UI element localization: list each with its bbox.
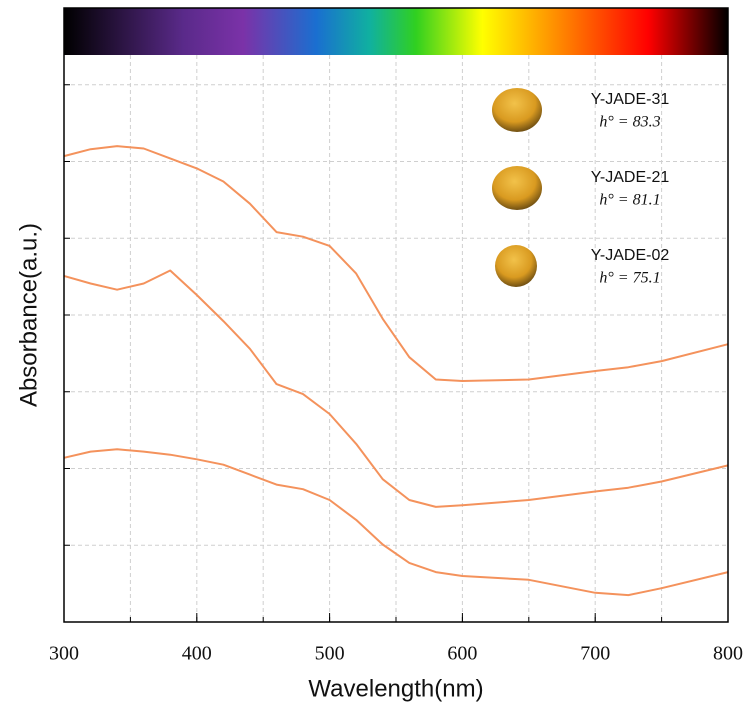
jade-photo (495, 245, 537, 287)
x-tick-label: 600 (447, 643, 477, 665)
annotation: h° = 81.1 (599, 192, 660, 209)
legend-label: Y-JADE-02 (591, 247, 670, 264)
y-axis-label: Absorbance(a.u.) (15, 223, 42, 407)
series-line (63, 269, 729, 508)
annotation: h° = 75.1 (599, 270, 660, 287)
x-tick-label: 500 (315, 643, 345, 665)
jade-photo (492, 88, 542, 132)
spectrum-bar (64, 8, 728, 55)
x-tick-label: 300 (49, 643, 79, 665)
lines (63, 145, 729, 597)
x-tick-label: 400 (182, 643, 212, 665)
series-line (63, 145, 729, 382)
x-axis-label: Wavelength(nm) (308, 675, 483, 702)
annotation: h° = 83.3 (599, 114, 660, 131)
x-tick-label: 800 (713, 643, 743, 665)
legend-label: Y-JADE-21 (591, 169, 670, 186)
jade-photo (492, 166, 542, 210)
legend-label: Y-JADE-31 (591, 91, 670, 108)
series-line (63, 448, 729, 597)
x-tick-label: 700 (580, 643, 610, 665)
